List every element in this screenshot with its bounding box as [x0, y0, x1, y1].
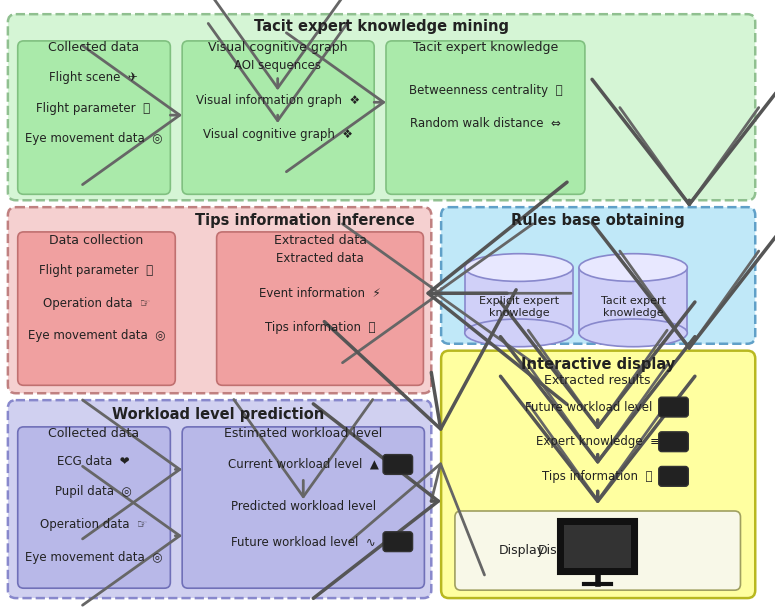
- Text: Betweenness centrality  ⤤: Betweenness centrality ⤤: [408, 84, 562, 97]
- Text: Collected data: Collected data: [48, 427, 139, 440]
- Text: Visual cognitive graph: Visual cognitive graph: [208, 41, 347, 55]
- Text: Expert knowledge  ≡: Expert knowledge ≡: [536, 435, 660, 448]
- Text: Display: Display: [538, 544, 584, 557]
- Text: Interactive display: Interactive display: [521, 357, 675, 372]
- Text: Future workload level  ∿: Future workload level ∿: [525, 401, 670, 413]
- Text: Operation data  ☞: Operation data ☞: [40, 518, 147, 531]
- Bar: [579, 268, 687, 333]
- Text: Explicit expert
knowledge: Explicit expert knowledge: [479, 296, 559, 318]
- Text: Tips information  ⓘ: Tips information ⓘ: [542, 470, 653, 483]
- Ellipse shape: [579, 254, 687, 282]
- Text: Tacit expert knowledge: Tacit expert knowledge: [413, 41, 558, 55]
- FancyBboxPatch shape: [441, 207, 756, 344]
- Text: AOI sequences: AOI sequences: [234, 59, 321, 72]
- FancyBboxPatch shape: [455, 511, 740, 590]
- Text: Extracted results: Extracted results: [545, 374, 651, 387]
- Text: Collected data: Collected data: [48, 41, 139, 55]
- Text: Extracted data: Extracted data: [274, 234, 367, 247]
- Text: Tacit expert knowledge mining: Tacit expert knowledge mining: [253, 19, 508, 33]
- Text: Tacit expert
knowledge: Tacit expert knowledge: [601, 296, 666, 318]
- FancyBboxPatch shape: [18, 41, 170, 194]
- Ellipse shape: [579, 319, 687, 347]
- Text: Display: Display: [499, 544, 545, 557]
- Text: Estimated workload level: Estimated workload level: [224, 427, 382, 440]
- Text: Event information  ⚡: Event information ⚡: [259, 287, 381, 300]
- FancyBboxPatch shape: [18, 232, 175, 385]
- Text: Data collection: Data collection: [50, 234, 143, 247]
- Text: Visual information graph  ❖: Visual information graph ❖: [195, 94, 360, 107]
- Text: Flight parameter  ⫝̸: Flight parameter ⫝̸: [40, 264, 153, 277]
- FancyBboxPatch shape: [217, 232, 423, 385]
- FancyBboxPatch shape: [386, 41, 585, 194]
- Text: Rules base obtaining: Rules base obtaining: [511, 212, 684, 228]
- FancyBboxPatch shape: [659, 466, 688, 486]
- FancyBboxPatch shape: [558, 519, 637, 574]
- Bar: [465, 268, 573, 333]
- Text: Eye movement data  ◎: Eye movement data ◎: [25, 551, 162, 564]
- FancyBboxPatch shape: [18, 427, 170, 588]
- FancyBboxPatch shape: [564, 525, 631, 568]
- FancyBboxPatch shape: [441, 351, 756, 598]
- FancyBboxPatch shape: [8, 400, 432, 598]
- Text: Flight parameter  ⫝̸: Flight parameter ⫝̸: [36, 102, 150, 115]
- Text: Flight scene  ✈: Flight scene ✈: [49, 71, 138, 84]
- Text: Workload level prediction: Workload level prediction: [112, 407, 325, 421]
- FancyBboxPatch shape: [182, 427, 425, 588]
- Text: Extracted data: Extracted data: [276, 252, 364, 265]
- Text: Operation data  ☞: Operation data ☞: [43, 297, 150, 310]
- Text: Pupil data  ◎: Pupil data ◎: [55, 485, 132, 498]
- FancyBboxPatch shape: [383, 532, 412, 552]
- Text: Current workload level  ▲: Current workload level ▲: [228, 458, 379, 471]
- Text: Tips information inference: Tips information inference: [195, 212, 415, 228]
- Text: Future workload level  ∿: Future workload level ∿: [231, 536, 376, 549]
- Text: Predicted workload level: Predicted workload level: [231, 500, 376, 512]
- FancyBboxPatch shape: [8, 207, 432, 393]
- Text: ECG data  ❤: ECG data ❤: [57, 455, 130, 468]
- FancyBboxPatch shape: [659, 432, 688, 452]
- Ellipse shape: [465, 319, 573, 347]
- FancyBboxPatch shape: [383, 455, 412, 475]
- Text: Visual cognitive graph  ❖: Visual cognitive graph ❖: [203, 129, 353, 141]
- FancyBboxPatch shape: [8, 14, 756, 200]
- FancyBboxPatch shape: [182, 41, 374, 194]
- Text: Eye movement data  ◎: Eye movement data ◎: [28, 330, 165, 342]
- Text: Eye movement data  ◎: Eye movement data ◎: [25, 132, 162, 146]
- Text: Tips information  ⓘ: Tips information ⓘ: [265, 322, 375, 334]
- Ellipse shape: [465, 254, 573, 282]
- Text: Random walk distance  ⇔: Random walk distance ⇔: [410, 117, 561, 129]
- FancyBboxPatch shape: [659, 397, 688, 417]
